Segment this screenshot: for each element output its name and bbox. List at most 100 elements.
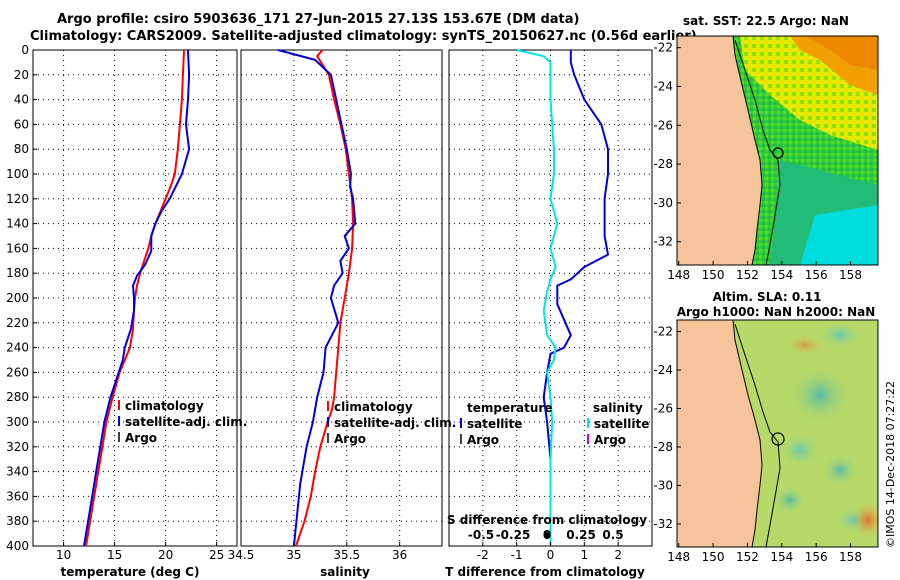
sla-eddy <box>780 432 820 468</box>
map-lat-label: -28 <box>653 157 673 171</box>
timestamp-stamp: ©IMOS 14-Dec-2018 07:27:22 <box>884 381 897 548</box>
x-tick-label: 36 <box>392 548 407 562</box>
x-tick-label: 35.5 <box>333 548 360 562</box>
y-tick-label: 280 <box>6 390 29 404</box>
map-lat-label: -30 <box>653 196 673 210</box>
y-tick-label: 400 <box>6 539 29 553</box>
sla-high <box>852 502 878 538</box>
title-line-2: Climatology: CARS2009. Satellite-adjuste… <box>30 29 697 44</box>
legend-climatology: climatology <box>334 400 413 414</box>
map-lon-label: 156 <box>805 550 828 564</box>
y-tick-label: 100 <box>6 167 29 181</box>
map-lat-label: -26 <box>653 118 673 132</box>
legend-salinity-heading: salinity <box>593 401 643 415</box>
y-tick-label: 220 <box>6 316 29 330</box>
s-tick-label: 0 <box>543 528 551 542</box>
y-tick-label: 260 <box>6 365 29 379</box>
y-tick-label: 300 <box>6 415 29 429</box>
sla-high <box>787 335 823 355</box>
map-lat-label: -30 <box>653 478 673 492</box>
map-lat-label: -22 <box>653 325 673 339</box>
legend-argo: Argo <box>334 432 366 446</box>
legend-satellite: satellite <box>467 417 522 431</box>
legend-argo: Argo <box>594 433 626 447</box>
s-tick-label: -0.25 <box>496 528 531 542</box>
series-line-satellite-adj-clim- <box>277 49 357 547</box>
sla-map-title: Altim. SLA: 0.11 <box>713 290 822 304</box>
map-lat-label: -22 <box>653 41 673 55</box>
chart-marks <box>83 49 609 547</box>
sst-cold-zone <box>800 205 878 265</box>
difference-legend-temperature: temperature satellite Argo <box>460 401 552 447</box>
y-tick-label: 60 <box>14 117 29 131</box>
map-lon-label: 156 <box>805 268 828 282</box>
y-tick-label: 40 <box>14 93 29 107</box>
x-tick-label: 35 <box>286 548 301 562</box>
sla-map: 148 150 152 154 156 158 -22 -24 -26 -28 -30 -32 <box>653 319 879 564</box>
s-tick-label: 0.5 <box>602 528 623 542</box>
x-tick-label: -1 <box>511 548 523 562</box>
s-difference-axis: S difference from climatology -0.5 -0.25… <box>447 513 647 542</box>
series-line-climatology <box>295 49 355 547</box>
y-tick-label: 320 <box>6 440 29 454</box>
x-tick-label: 15 <box>107 548 122 562</box>
difference-legend-salinity: salinity satellite Argo <box>587 401 649 447</box>
series-line-s-satellite <box>516 49 559 546</box>
y-tick-label: 360 <box>6 489 29 503</box>
legend-argo: Argo <box>125 431 157 445</box>
legend-satellite: satellite-adj. clim. <box>125 415 247 429</box>
title-line-1: Argo profile: csiro 5903636_171 27-Jun-2… <box>57 12 580 27</box>
sla-eddy <box>790 367 850 423</box>
y-tick-label: 0 <box>21 43 29 57</box>
sla-eddy <box>818 321 862 349</box>
temperature-legend: climatology satellite-adj. clim. Argo <box>118 399 247 445</box>
x-tick-label: -2 <box>477 548 489 562</box>
land-mass <box>677 36 763 265</box>
map-lon-label: 154 <box>770 268 793 282</box>
s-tick-label: -0.5 <box>468 528 494 542</box>
map-lat-label: -28 <box>653 440 673 454</box>
x-tick-label: 1 <box>581 548 589 562</box>
map-lon-label: 152 <box>736 268 759 282</box>
series-line-climatology <box>85 49 185 547</box>
sst-hottest-zone <box>805 36 878 70</box>
salinity-x-label: salinity <box>320 565 370 579</box>
map-lon-label: 148 <box>667 550 690 564</box>
sla-eddy <box>822 454 858 486</box>
map-lon-label: 148 <box>667 268 690 282</box>
y-tick-label: 80 <box>14 142 29 156</box>
sst-map-frame <box>676 35 879 266</box>
legend-temperature-heading: temperature <box>467 401 552 415</box>
legend-argo: Argo <box>467 433 499 447</box>
s-tick-label: 0.25 <box>566 528 596 542</box>
series-line-satellite-adj-clim- <box>83 49 191 547</box>
temperature-x-label: temperature (deg C) <box>61 565 200 579</box>
argo-location-marker <box>772 147 784 159</box>
map-lat-label: -32 <box>653 517 673 531</box>
s-axis-origin-dot <box>544 532 550 538</box>
map-lon-label: 158 <box>839 268 862 282</box>
map-lon-label: 150 <box>702 268 725 282</box>
map-lon-label: 152 <box>736 550 759 564</box>
map-lat-label: -32 <box>653 235 673 249</box>
map-lat-label: -26 <box>653 401 673 415</box>
x-tick-label: 0 <box>547 548 555 562</box>
map-lat-label: -24 <box>653 79 673 93</box>
y-tick-label: 200 <box>6 291 29 305</box>
x-tick-label: 2 <box>614 548 622 562</box>
map-lon-label: 150 <box>702 550 725 564</box>
y-tick-label: 160 <box>6 241 29 255</box>
land-mass <box>677 320 763 547</box>
x-tick-label: 20 <box>158 548 173 562</box>
series-line-t-satellite <box>542 50 609 546</box>
argo-location-marker <box>771 432 785 446</box>
sla-eddy <box>774 486 806 514</box>
y-tick-label: 140 <box>6 217 29 231</box>
y-tick-label: 380 <box>6 514 29 528</box>
legend-satellite: satellite <box>594 417 649 431</box>
x-tick-label: 10 <box>56 548 71 562</box>
y-tick-label: 240 <box>6 341 29 355</box>
sst-map-ticks: 148 150 152 154 156 158 -22 -24 -26 -28 -30 -32 <box>653 41 862 282</box>
x-tick-label: 25 <box>209 548 224 562</box>
